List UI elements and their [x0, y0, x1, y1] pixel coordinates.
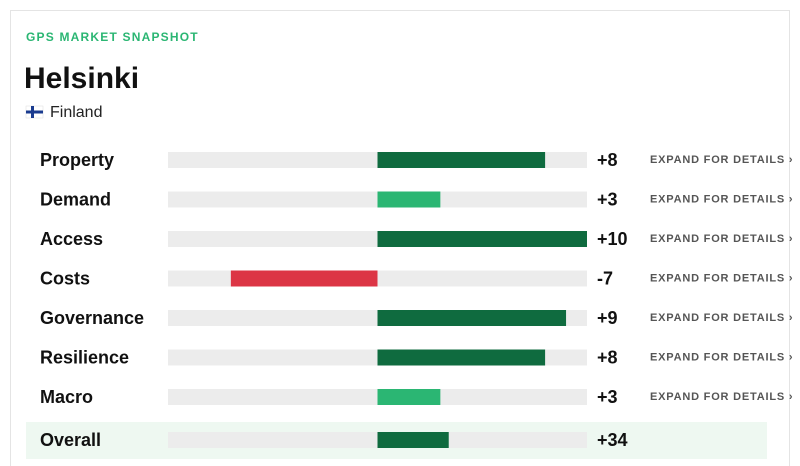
- expand-link[interactable]: EXPAND FOR DETAILS ›: [650, 154, 793, 166]
- bar: [377, 231, 587, 247]
- value-label: -7: [597, 268, 613, 288]
- value-label: +9: [597, 308, 618, 328]
- value-label: +8: [597, 347, 618, 367]
- expand-link[interactable]: EXPAND FOR DETAILS ›: [650, 272, 793, 284]
- expand-link[interactable]: EXPAND FOR DETAILS ›: [650, 233, 793, 245]
- value-label: +34: [597, 430, 628, 450]
- expand-link[interactable]: EXPAND FOR DETAILS ›: [650, 351, 793, 363]
- row-label: Costs: [40, 268, 90, 288]
- bar: [377, 349, 546, 366]
- value-label: +10: [597, 229, 628, 249]
- bar: [377, 191, 441, 208]
- row-label: Property: [40, 150, 114, 170]
- row-label: Access: [40, 229, 103, 249]
- city-title: Helsinki: [24, 62, 139, 95]
- bar: [377, 389, 441, 405]
- row-label: Macro: [40, 387, 93, 407]
- bar: [377, 152, 546, 168]
- bar: [230, 270, 378, 287]
- row-label: Resilience: [40, 347, 129, 367]
- bar: [377, 310, 567, 326]
- country: Finland: [50, 104, 102, 121]
- value-label: +3: [597, 387, 618, 407]
- value-label: +8: [597, 150, 618, 170]
- expand-link[interactable]: EXPAND FOR DETAILS ›: [650, 391, 793, 403]
- flag: [25, 105, 44, 119]
- kicker: GPS MARKET SNAPSHOT: [26, 30, 199, 44]
- value-label: +3: [597, 189, 618, 209]
- row-label: Demand: [40, 189, 111, 209]
- expand-link[interactable]: EXPAND FOR DETAILS ›: [650, 312, 793, 324]
- bar: [377, 432, 449, 448]
- expand-link[interactable]: EXPAND FOR DETAILS ›: [650, 193, 793, 205]
- row-label: Overall: [40, 430, 101, 450]
- row-label: Governance: [40, 308, 144, 328]
